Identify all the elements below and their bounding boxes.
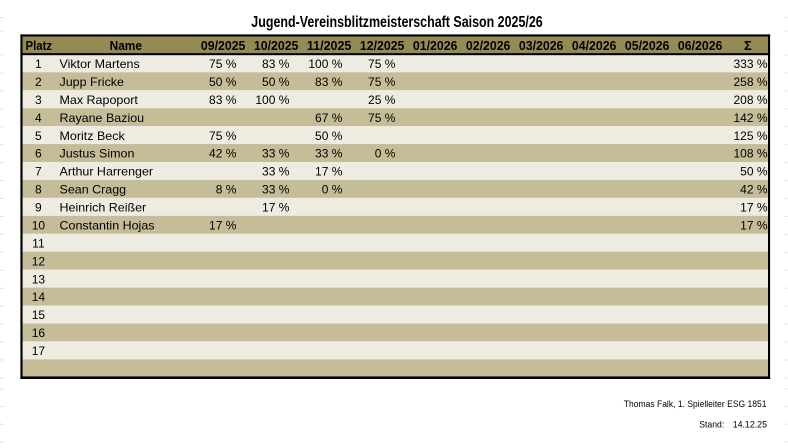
svg-text:01/2026: 01/2026 [413,38,458,53]
svg-text:3: 3 [35,93,42,107]
svg-text:14: 14 [32,290,46,304]
svg-text:Σ: Σ [744,38,752,53]
svg-text:83 %: 83 % [209,93,237,107]
svg-text:142 %: 142 % [733,111,767,125]
svg-text:42 %: 42 % [740,183,768,197]
svg-text:75 %: 75 % [368,57,396,71]
svg-text:67 %: 67 % [315,111,343,125]
svg-text:03/2026: 03/2026 [519,38,564,53]
svg-text:09/2025: 09/2025 [201,38,246,53]
svg-text:33 %: 33 % [262,147,290,161]
svg-text:83 %: 83 % [262,57,290,71]
svg-text:15: 15 [32,308,46,322]
svg-text:17 %: 17 % [262,201,290,215]
svg-text:9: 9 [35,201,42,215]
svg-text:05/2026: 05/2026 [625,38,670,53]
svg-text:Name: Name [110,38,142,53]
svg-text:4: 4 [35,111,42,125]
svg-text:Jugend-Vereinsblitzmeisterscha: Jugend-Vereinsblitzmeisterschaft Saison … [251,14,542,31]
svg-text:Viktor Martens: Viktor Martens [60,57,140,71]
svg-text:0 %: 0 % [375,147,396,161]
svg-text:333 %: 333 % [733,57,767,71]
svg-text:Justus Simon: Justus Simon [60,147,135,161]
svg-text:14.12.25: 14.12.25 [733,419,767,430]
svg-text:Sean Cragg: Sean Cragg [60,183,127,197]
svg-text:Platz: Platz [26,38,53,53]
svg-text:33 %: 33 % [315,147,343,161]
svg-text:50 %: 50 % [209,75,237,89]
svg-text:17: 17 [32,344,46,358]
svg-text:83 %: 83 % [315,75,343,89]
svg-text:75 %: 75 % [209,129,237,143]
svg-text:5: 5 [35,129,42,143]
svg-text:11/2025: 11/2025 [307,38,352,53]
svg-text:Stand:: Stand: [699,419,724,430]
svg-text:17 %: 17 % [740,201,768,215]
svg-text:Rayane Baziou: Rayane Baziou [60,111,145,125]
svg-text:7: 7 [35,165,42,179]
svg-text:8: 8 [35,183,42,197]
svg-text:8 %: 8 % [216,183,237,197]
svg-text:50 %: 50 % [315,129,343,143]
svg-text:208 %: 208 % [733,93,767,107]
svg-text:17 %: 17 % [740,218,768,232]
svg-text:Jupp Fricke: Jupp Fricke [60,75,125,89]
svg-text:75 %: 75 % [368,75,396,89]
svg-text:100 %: 100 % [308,57,342,71]
svg-text:16: 16 [32,326,46,340]
svg-text:125 %: 125 % [733,129,767,143]
svg-text:33 %: 33 % [262,165,290,179]
svg-text:Constantin Hojas: Constantin Hojas [60,218,155,232]
svg-text:75 %: 75 % [368,111,396,125]
svg-text:0 %: 0 % [322,183,343,197]
svg-text:33 %: 33 % [262,183,290,197]
svg-text:Arthur Harrenger: Arthur Harrenger [60,165,154,179]
svg-text:06/2026: 06/2026 [678,38,723,53]
svg-text:10/2025: 10/2025 [254,38,299,53]
svg-text:02/2026: 02/2026 [466,38,511,53]
svg-text:75 %: 75 % [209,57,237,71]
svg-text:17 %: 17 % [315,165,343,179]
svg-text:50 %: 50 % [262,75,290,89]
svg-text:Moritz Beck: Moritz Beck [60,129,126,143]
svg-text:Thomas Falk, 1. Spielleiter ES: Thomas Falk, 1. Spielleiter ESG 1851 [624,399,767,410]
svg-text:6: 6 [35,147,42,161]
svg-text:11: 11 [32,236,45,250]
svg-text:1: 1 [35,57,42,71]
svg-text:13: 13 [32,272,46,286]
svg-text:12: 12 [32,254,46,268]
svg-text:04/2026: 04/2026 [572,38,617,53]
svg-text:12/2025: 12/2025 [360,38,405,53]
svg-text:258 %: 258 % [733,75,767,89]
svg-text:Max Rapoport: Max Rapoport [60,93,139,107]
svg-text:50 %: 50 % [740,165,768,179]
svg-text:Heinrich Reißer: Heinrich Reißer [60,201,147,215]
svg-text:10: 10 [32,218,46,232]
svg-text:100 %: 100 % [255,93,289,107]
svg-text:108 %: 108 % [733,147,767,161]
svg-text:42 %: 42 % [209,147,237,161]
svg-text:2: 2 [35,75,42,89]
svg-text:25 %: 25 % [368,93,396,107]
svg-text:17 %: 17 % [209,218,237,232]
